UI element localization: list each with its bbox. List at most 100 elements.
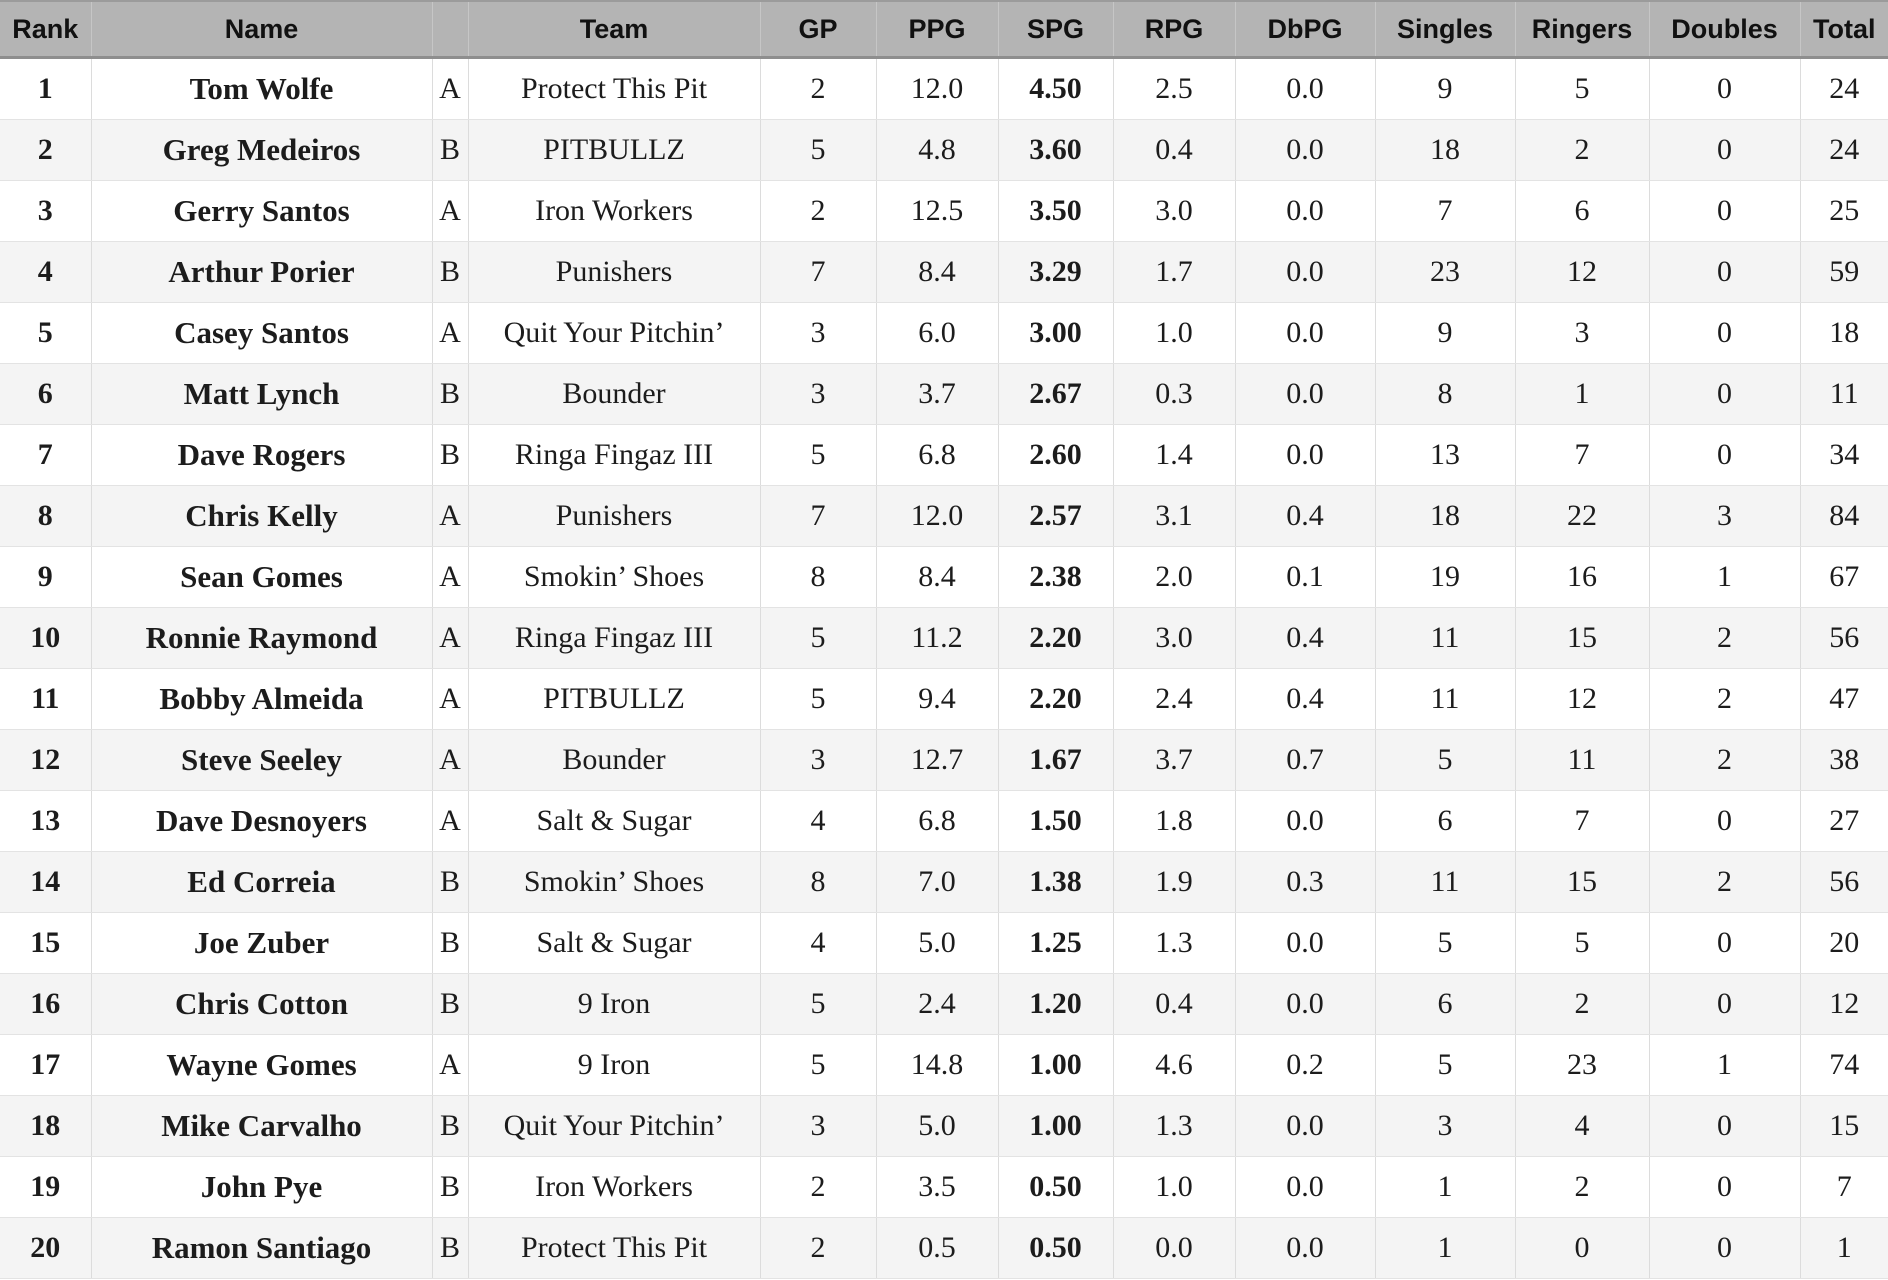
cell-singles: 1: [1375, 1217, 1516, 1279]
cell-dbpg: 0.7: [1235, 729, 1376, 791]
cell-rpg: 1.3: [1113, 1095, 1236, 1157]
cell-name: Matt Lynch: [91, 363, 433, 425]
col-header-ppg[interactable]: PPG: [876, 0, 999, 59]
cell-doubles: 0: [1649, 57, 1801, 120]
cell-ppg: 9.4: [876, 668, 999, 730]
col-header-total[interactable]: Total: [1800, 0, 1888, 59]
cell-spg: 1.00: [998, 1095, 1114, 1157]
cell-name: Steve Seeley: [91, 729, 433, 791]
col-header-team[interactable]: Team: [468, 0, 761, 59]
cell-doubles: 0: [1649, 241, 1801, 303]
col-header-doubles[interactable]: Doubles: [1649, 0, 1801, 59]
cell-rpg: 1.9: [1113, 851, 1236, 913]
col-header-ringers[interactable]: Ringers: [1515, 0, 1650, 59]
col-header-spg[interactable]: SPG: [998, 0, 1114, 59]
cell-dbpg: 0.1: [1235, 546, 1376, 608]
cell-doubles: 2: [1649, 668, 1801, 730]
table-row: 14 Ed Correia B Smokin’ Shoes 8 7.0 1.38 1.9 0.3…: [0, 851, 1888, 913]
cell-name: Joe Zuber: [91, 912, 433, 974]
cell-spg: 3.50: [998, 180, 1114, 242]
cell-division: B: [432, 851, 469, 913]
table-row: 2 Greg Medeiros B PITBULLZ 5 4.8 3.60 0.4 0.0 18 2…: [0, 119, 1888, 181]
cell-ppg: 12.5: [876, 180, 999, 242]
cell-ringers: 5: [1515, 912, 1650, 974]
cell-division: A: [432, 1034, 469, 1096]
cell-spg: 2.57: [998, 485, 1114, 547]
cell-ringers: 15: [1515, 607, 1650, 669]
cell-division: B: [432, 973, 469, 1035]
cell-doubles: 0: [1649, 790, 1801, 852]
cell-team: Protect This Pit: [468, 1217, 761, 1279]
table-row: 13 Dave Desnoyers A Salt & Sugar 4 6.8 1.50 1.8…: [0, 790, 1888, 852]
cell-rank: 12: [0, 729, 92, 791]
cell-rpg: 1.0: [1113, 1156, 1236, 1218]
cell-dbpg: 0.0: [1235, 57, 1376, 120]
col-header-name[interactable]: Name: [91, 0, 433, 59]
cell-division: B: [432, 241, 469, 303]
cell-total: 20: [1800, 912, 1888, 974]
cell-singles: 11: [1375, 668, 1516, 730]
cell-ringers: 2: [1515, 1156, 1650, 1218]
cell-gp: 3: [760, 1095, 877, 1157]
cell-total: 56: [1800, 851, 1888, 913]
cell-gp: 3: [760, 302, 877, 364]
cell-dbpg: 0.0: [1235, 119, 1376, 181]
cell-rpg: 2.4: [1113, 668, 1236, 730]
cell-doubles: 0: [1649, 973, 1801, 1035]
cell-gp: 2: [760, 1156, 877, 1218]
cell-gp: 4: [760, 912, 877, 974]
cell-spg: 1.20: [998, 973, 1114, 1035]
table-row: 6 Matt Lynch B Bounder 3 3.7 2.67 0.3 0.0 8 1 0 11: [0, 363, 1888, 425]
cell-singles: 9: [1375, 57, 1516, 120]
col-header-gp[interactable]: GP: [760, 0, 877, 59]
cell-singles: 1: [1375, 1156, 1516, 1218]
cell-gp: 5: [760, 607, 877, 669]
cell-total: 24: [1800, 119, 1888, 181]
cell-rpg: 2.0: [1113, 546, 1236, 608]
cell-dbpg: 0.4: [1235, 607, 1376, 669]
cell-team: 9 Iron: [468, 973, 761, 1035]
cell-ringers: 23: [1515, 1034, 1650, 1096]
table-header: Rank Name Team GP PPG SPG RPG DbPG Singles Ringer…: [0, 0, 1888, 59]
cell-rpg: 3.0: [1113, 180, 1236, 242]
cell-gp: 4: [760, 790, 877, 852]
cell-rank: 8: [0, 485, 92, 547]
cell-division: A: [432, 790, 469, 852]
col-header-singles[interactable]: Singles: [1375, 0, 1516, 59]
cell-rank: 20: [0, 1217, 92, 1279]
cell-total: 1: [1800, 1217, 1888, 1279]
col-header-rank[interactable]: Rank: [0, 0, 92, 59]
cell-division: B: [432, 1217, 469, 1279]
cell-name: Tom Wolfe: [91, 57, 433, 120]
cell-rank: 11: [0, 668, 92, 730]
cell-rank: 3: [0, 180, 92, 242]
cell-spg: 3.60: [998, 119, 1114, 181]
cell-rpg: 1.4: [1113, 424, 1236, 486]
cell-total: 38: [1800, 729, 1888, 791]
cell-name: Gerry Santos: [91, 180, 433, 242]
cell-team: Protect This Pit: [468, 57, 761, 120]
cell-team: Quit Your Pitchin’: [468, 1095, 761, 1157]
col-header-dbpg[interactable]: DbPG: [1235, 0, 1376, 59]
cell-rank: 4: [0, 241, 92, 303]
cell-dbpg: 0.0: [1235, 1095, 1376, 1157]
cell-rank: 13: [0, 790, 92, 852]
cell-team: PITBULLZ: [468, 119, 761, 181]
col-header-rpg[interactable]: RPG: [1113, 0, 1236, 59]
cell-ppg: 8.4: [876, 241, 999, 303]
cell-rpg: 0.3: [1113, 363, 1236, 425]
cell-team: Bounder: [468, 363, 761, 425]
cell-ringers: 5: [1515, 57, 1650, 120]
cell-dbpg: 0.0: [1235, 302, 1376, 364]
cell-ringers: 6: [1515, 180, 1650, 242]
col-header-division[interactable]: [432, 0, 469, 59]
cell-dbpg: 0.3: [1235, 851, 1376, 913]
cell-spg: 1.67: [998, 729, 1114, 791]
cell-gp: 2: [760, 1217, 877, 1279]
cell-dbpg: 0.0: [1235, 180, 1376, 242]
cell-name: Wayne Gomes: [91, 1034, 433, 1096]
cell-team: Salt & Sugar: [468, 790, 761, 852]
cell-ppg: 5.0: [876, 912, 999, 974]
cell-rank: 6: [0, 363, 92, 425]
